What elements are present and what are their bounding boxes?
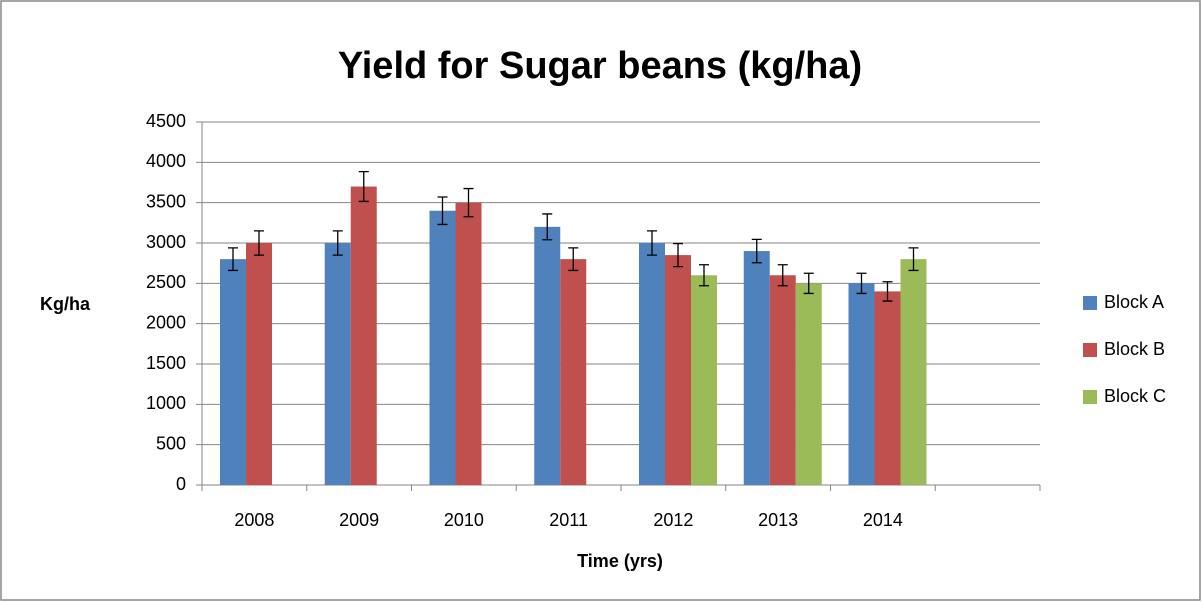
bar [691,275,717,485]
error-bar [699,264,709,287]
bar [324,243,351,485]
error-bar [908,247,919,272]
bar [665,255,691,485]
y-tick-label: 1000 [146,393,186,413]
bar [874,291,901,485]
x-tick-label: 2013 [758,510,798,530]
error-bar [463,187,474,218]
x-axis-label: Time (yrs) [577,551,663,571]
bar [350,186,377,486]
error-bar [437,196,448,226]
x-tick-label: 2012 [653,510,693,530]
x-tick-label: 2011 [549,510,588,530]
y-axis-label: Kg/ha [40,294,91,314]
y-tick-label: 2500 [146,272,186,292]
legend-swatch [1083,343,1097,357]
bar [429,210,456,485]
x-tick-label: 2008 [234,510,274,530]
y-tick-label: 0 [176,474,186,494]
legend-label: Block C [1104,386,1166,406]
bar [848,283,875,485]
x-tick-label: 2010 [444,510,484,530]
error-bar [647,230,657,256]
y-tick-label: 1500 [146,353,186,373]
error-bar [751,238,762,264]
y-tick-label: 3500 [146,191,186,211]
bar [455,202,482,485]
error-bar [803,272,814,295]
y-tick-label: 500 [156,433,186,453]
bar [246,243,272,485]
bar [534,226,561,485]
y-tick-label: 2000 [146,312,186,332]
x-tick-label: 2014 [863,510,903,530]
bar [900,259,927,485]
x-tick-label: 2009 [339,510,379,530]
bar [220,259,246,485]
legend-swatch [1083,296,1097,310]
error-bar [332,230,343,256]
bar [743,251,770,485]
error-bar [542,213,553,241]
bar [560,259,587,485]
bar [795,283,822,485]
legend-label: Block A [1104,292,1164,312]
y-tick-label: 4000 [146,151,186,171]
y-tick-label: 4500 [146,111,186,131]
error-bar [673,242,683,268]
error-bar [568,247,579,272]
legend-swatch [1083,390,1097,404]
error-bar [856,272,867,295]
error-bar [358,170,369,203]
y-tick-label: 3000 [146,232,186,252]
chart-title: Yield for Sugar beans (kg/ha) [338,45,862,87]
error-bar [777,264,788,287]
error-bar [882,281,893,302]
error-bar [228,247,238,272]
legend-label: Block B [1104,339,1165,359]
bar [639,243,665,485]
bar [769,275,796,485]
error-bar [254,230,264,256]
